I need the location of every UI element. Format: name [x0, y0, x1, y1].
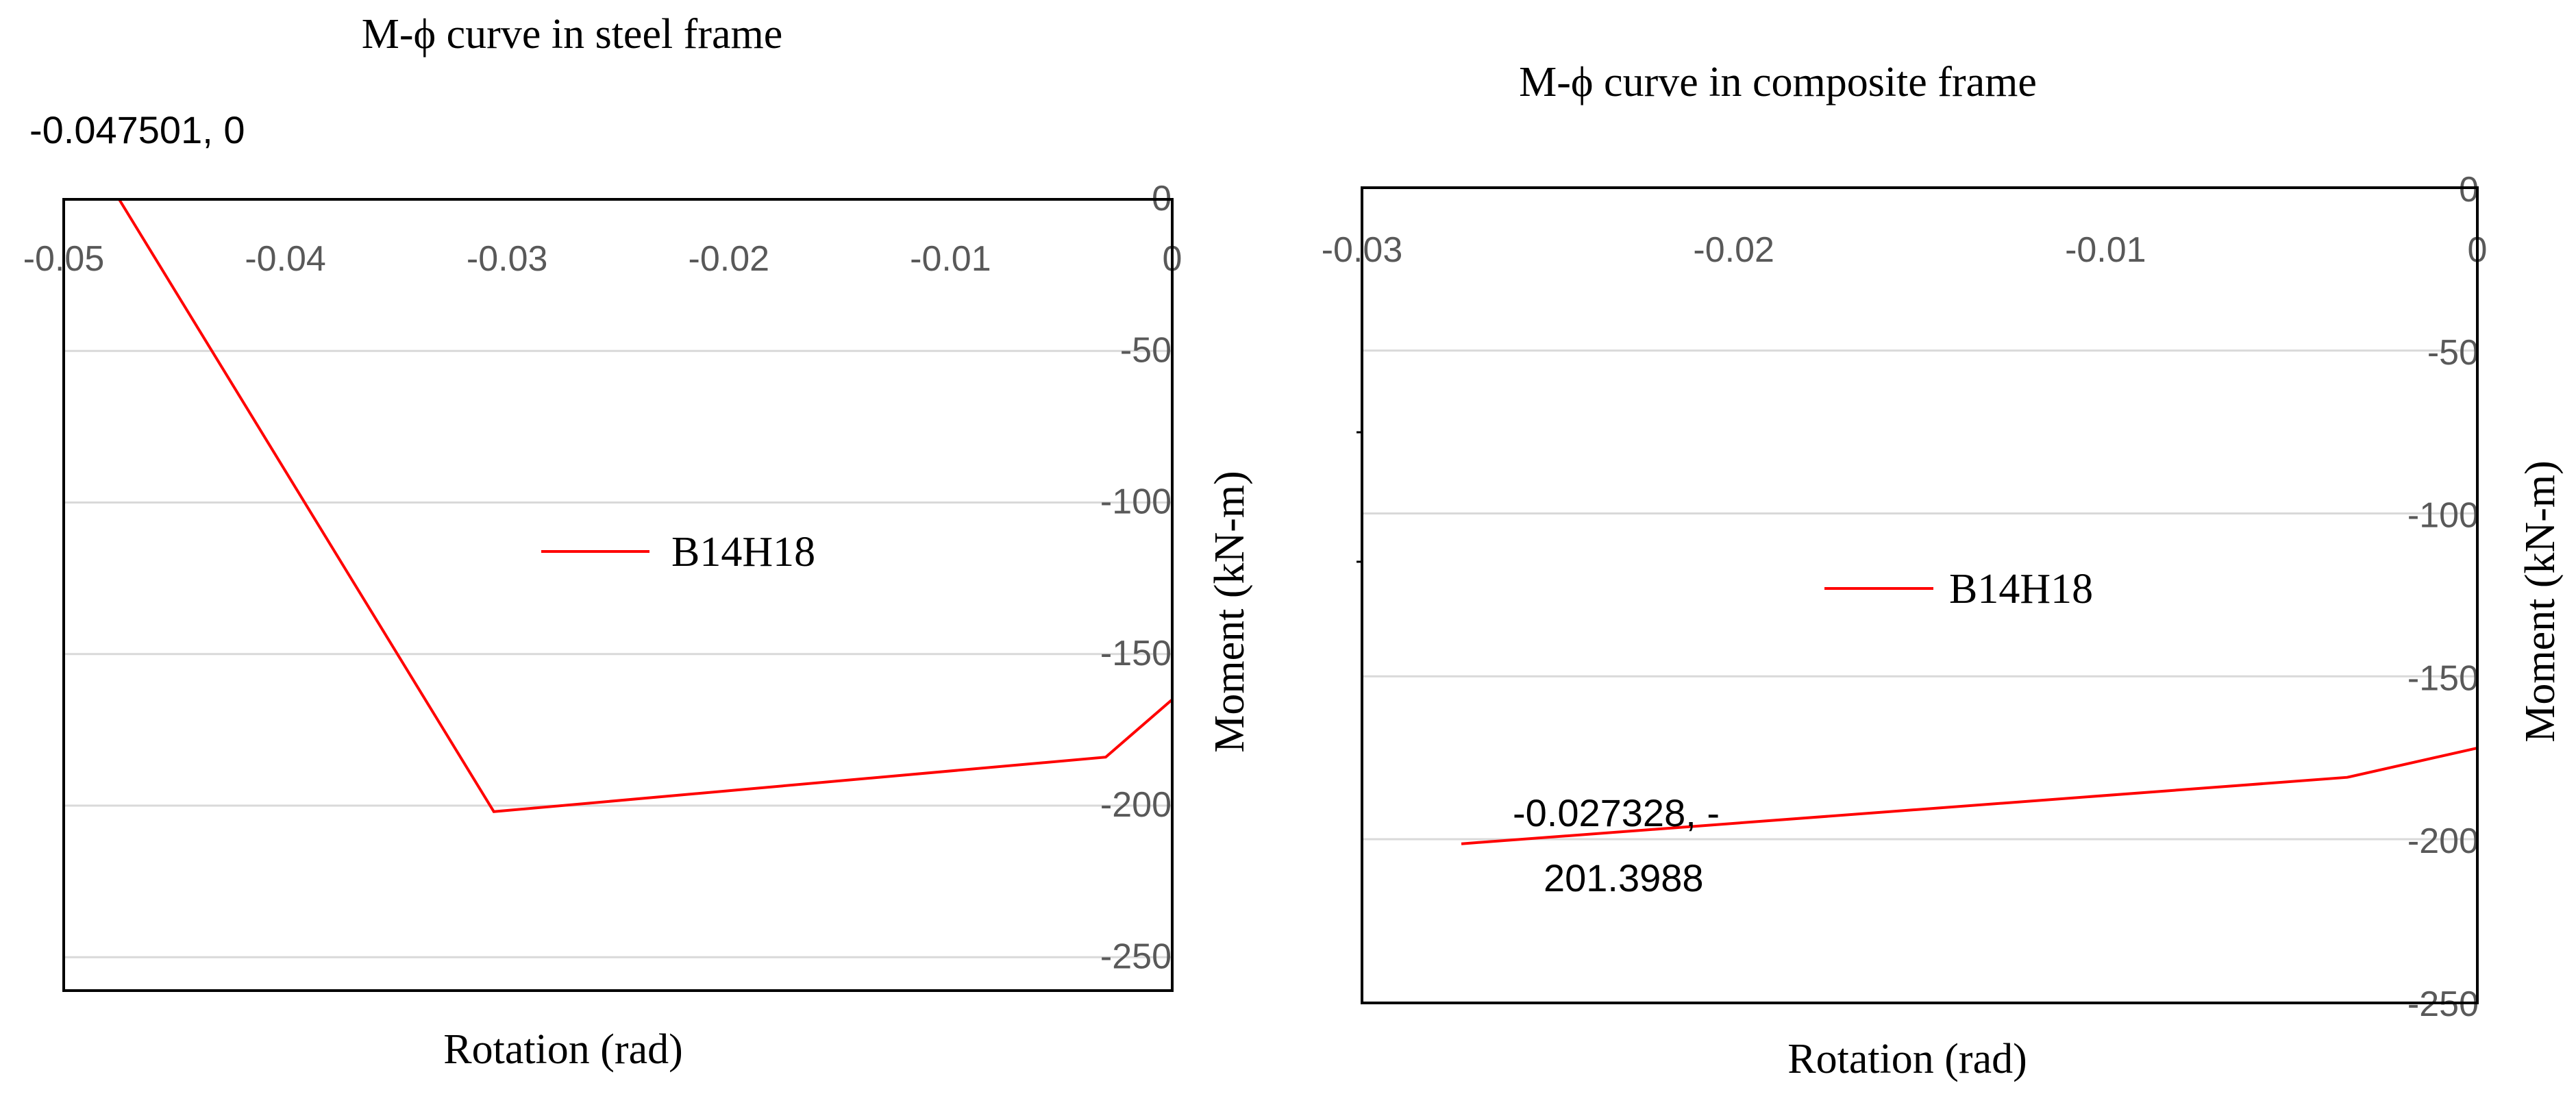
y-tick-label: -50 [2427, 333, 2479, 373]
y-tick-label: -150 [1100, 634, 1172, 673]
steel-frame-chart: M-ϕ curve in steel frame 0-50-100-150-20… [23, 11, 1253, 1073]
y-tick-label: -200 [2407, 821, 2479, 861]
chart-title: M-ϕ curve in steel frame [362, 11, 783, 58]
y-tick-label: -50 [1120, 330, 1172, 370]
y-tick-label: 0 [2459, 170, 2479, 210]
legend: B14H18 [1824, 566, 2093, 612]
data-label: -0.047501, 0 [29, 108, 245, 151]
series-line-b14h18 [118, 198, 1174, 813]
y-tick-label: -200 [1100, 785, 1172, 825]
series-layer [118, 198, 1174, 813]
series-layer [1461, 746, 2478, 845]
plot-area-border [62, 198, 1174, 992]
plot-area-border [1361, 186, 2479, 1004]
legend: B14H18 [541, 529, 815, 575]
x-axis-label: Rotation (rad) [1787, 1036, 2027, 1082]
x-tick-label: -0.01 [910, 239, 991, 279]
y-tick-labels: 0-50-100-150-200-250 [1100, 179, 1172, 976]
x-axis-label: Rotation (rad) [443, 1026, 683, 1073]
y-tick-label: -250 [1100, 936, 1172, 976]
data-label: 201.3988 [1544, 856, 1704, 899]
y-tick-label: -150 [2407, 658, 2479, 698]
data-label: -0.027328, - [1513, 791, 1720, 834]
x-tick-label: -0.01 [2065, 230, 2146, 270]
y-axis-label: Moment (kN-m) [1206, 471, 1253, 753]
chart-title: M-ϕ curve in composite frame [1519, 59, 2037, 105]
x-tick-label: -0.02 [689, 239, 770, 279]
gridlines [64, 349, 1172, 958]
x-tick-labels: -0.05 -0.04 -0.03 -0.02 -0.01 0 [23, 239, 1182, 279]
x-tick-labels: -0.03 -0.02 -0.01 0 [1322, 230, 2488, 270]
y-tick-labels: 0-50-100-150-200-250 [2407, 170, 2479, 1024]
x-tick-label: -0.04 [245, 239, 326, 279]
y-tick-label: -100 [2407, 496, 2479, 536]
composite-frame-chart: M-ϕ curve in composite frame 0 -50 -100 -15… [1322, 59, 2564, 1082]
series-line-b14h18 [1461, 746, 2478, 845]
legend-label: B14H18 [671, 529, 815, 575]
x-tick-label: -0.02 [1693, 230, 1774, 270]
y-tick-label: -100 [1100, 482, 1172, 522]
gridlines [1362, 349, 2477, 841]
legend-label: B14H18 [1949, 566, 2093, 612]
x-tick-label: -0.03 [467, 239, 548, 279]
y-axis-label: Moment (kN-m) [2517, 460, 2564, 743]
